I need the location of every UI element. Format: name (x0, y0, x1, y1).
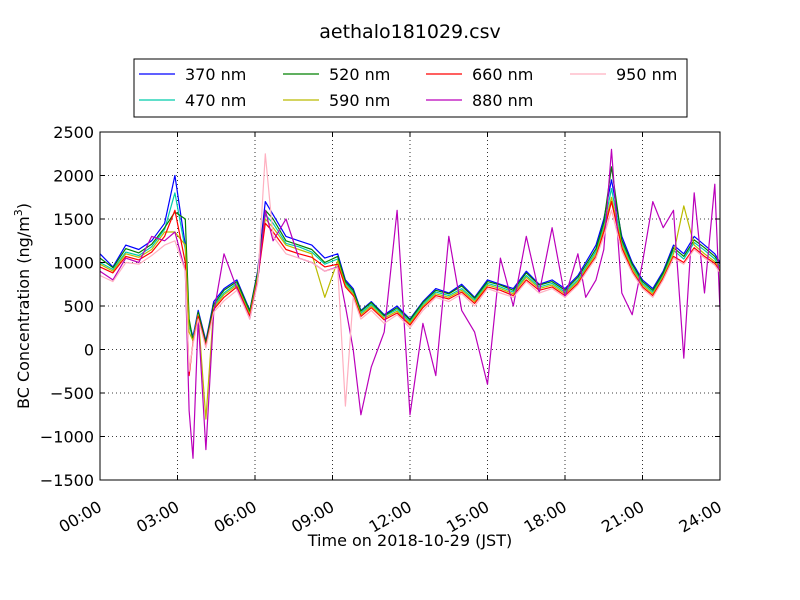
y-tick-label: 1000 (53, 254, 94, 273)
y-axis-label: BC Concentration (ng/m3) (12, 203, 33, 409)
y-tick-label: 500 (63, 297, 94, 316)
legend-label-590-nm: 590 nm (329, 91, 390, 110)
legend-label-520-nm: 520 nm (329, 65, 390, 84)
x-tick-label: 06:00 (211, 497, 260, 537)
y-tick-label: 2500 (53, 123, 94, 142)
chart-title: aethalo181029.csv (319, 21, 501, 43)
legend: 370 nm 470 nm 520 nm 590 nm 660 nm 880 nm 950 … (133, 58, 688, 118)
legend-label-660-nm: 660 nm (472, 65, 533, 84)
y-axis-label-superscript: 3 (12, 209, 25, 216)
legend-label-880-nm: 880 nm (472, 91, 533, 110)
x-tick-label: 21:00 (598, 497, 647, 537)
series-layer (99, 148, 721, 459)
y-axis-label-main: BC Concentration (ng/m (14, 216, 33, 409)
series-line-470-nm (99, 188, 721, 345)
x-tick-label: 00:00 (56, 497, 105, 537)
x-tick-label: 03:00 (133, 497, 182, 537)
x-tick-label: 18:00 (521, 497, 570, 537)
y-tick-label: −1500 (40, 471, 94, 490)
series-line-880-nm (99, 148, 721, 459)
x-tick-label: 24:00 (676, 497, 725, 537)
grid-layer (100, 132, 720, 480)
y-tick-label: 2000 (53, 167, 94, 186)
y-tick-label: 0 (84, 341, 94, 360)
y-axis-label-end: ) (14, 203, 33, 209)
legend-label-950-nm: 950 nm (616, 65, 677, 84)
x-axis: 00:00 03:00 06:00 09:00 12:00 15:00 18:00 21:00… (56, 132, 725, 537)
x-axis-label: Time on 2018-10-29 (JST) (307, 531, 512, 550)
legend-label-370-nm: 370 nm (185, 65, 246, 84)
y-axis: −1500 −1000 −500 0 500 1000 1500 2000 2500 (40, 123, 720, 490)
y-tick-label: −1000 (40, 428, 94, 447)
series-line-950-nm (99, 153, 721, 407)
y-tick-label: −500 (50, 384, 94, 403)
y-tick-label: 1500 (53, 210, 94, 229)
legend-label-470-nm: 470 nm (185, 91, 246, 110)
legend-box (133, 58, 688, 118)
